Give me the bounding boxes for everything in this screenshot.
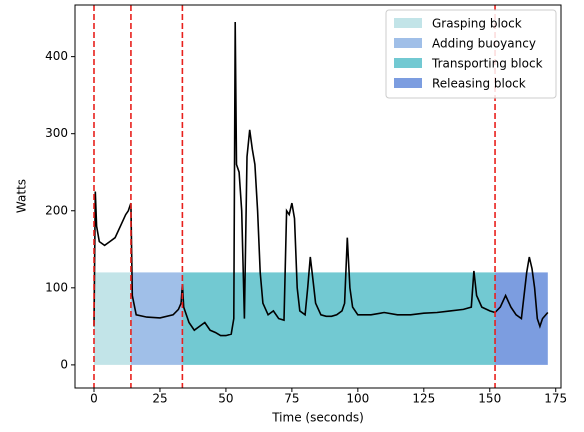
y-tick-label: 0 (60, 357, 68, 371)
y-tick-label: 300 (45, 126, 68, 140)
legend-label: Grasping block (432, 17, 522, 31)
legend-swatch (394, 78, 422, 88)
x-tick-label: 50 (218, 392, 233, 406)
y-tick-label: 200 (45, 203, 68, 217)
y-tick-label: 100 (45, 280, 68, 294)
x-axis-label: Time (seconds) (271, 411, 364, 425)
span (182, 272, 496, 365)
y-tick-label: 400 (45, 49, 68, 63)
span (130, 272, 183, 365)
legend-label: Releasing block (432, 77, 526, 91)
line (93, 21, 549, 337)
legend-label: Transporting block (431, 57, 543, 71)
y-axis-label: Watts (15, 179, 29, 213)
legend-swatch (394, 18, 422, 28)
plot-frame (74, 4, 562, 389)
x-tick-label: 150 (478, 392, 501, 406)
span (93, 272, 131, 365)
x-tick-label: 125 (412, 392, 435, 406)
legend-swatch (394, 58, 422, 68)
x-tick-label: 25 (152, 392, 167, 406)
legend-swatch (394, 38, 422, 48)
x-tick-label: 175 (544, 392, 567, 406)
legend-box (385, 9, 557, 99)
x-tick-label: 0 (90, 392, 98, 406)
x-tick-label: 75 (284, 392, 299, 406)
x-tick-label: 100 (346, 392, 369, 406)
legend-label: Adding buoyancy (432, 37, 536, 51)
